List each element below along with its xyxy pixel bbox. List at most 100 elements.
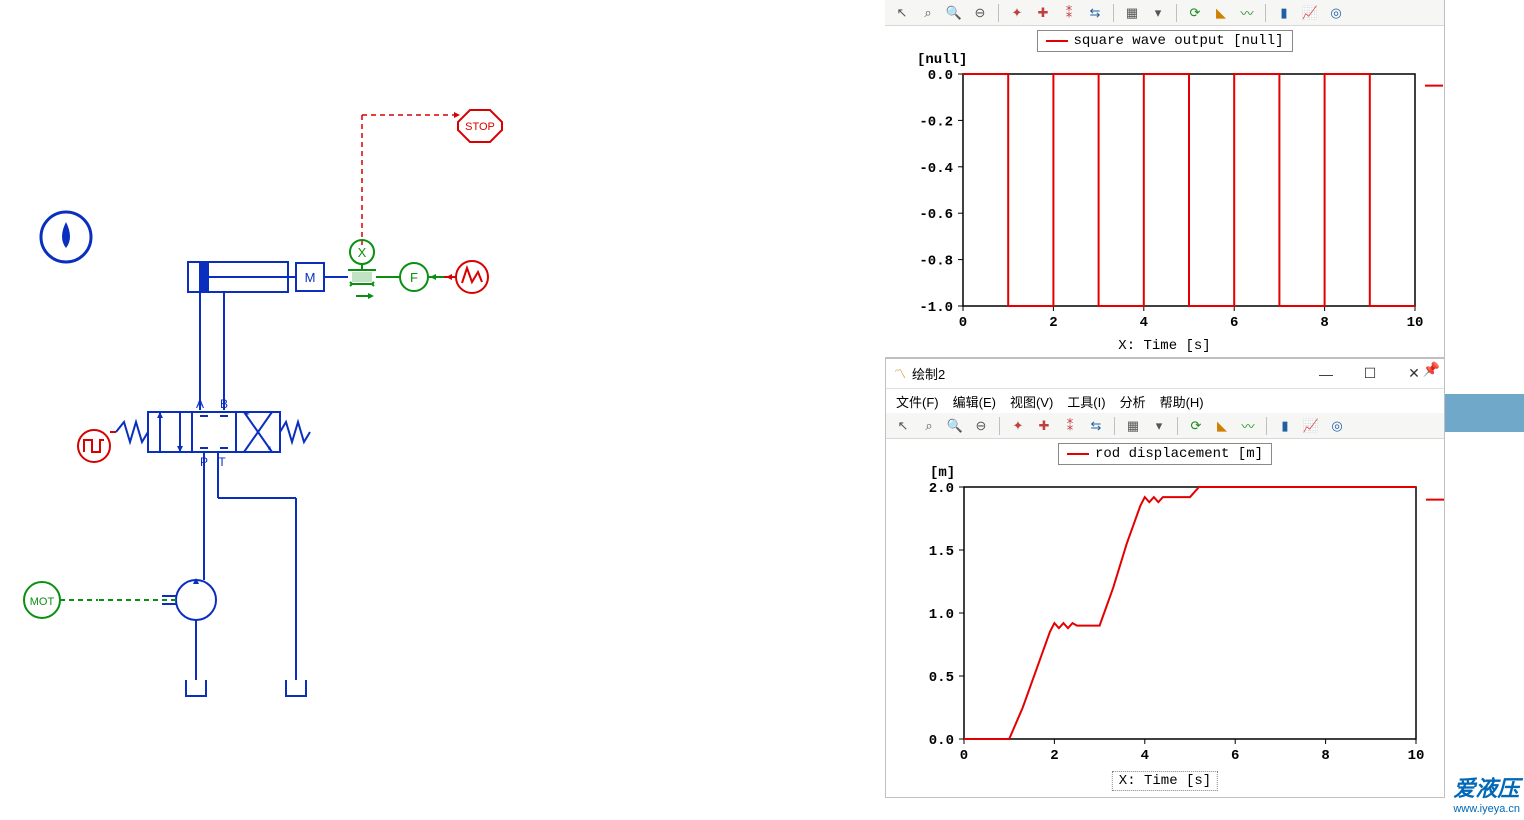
svg-text:0: 0: [959, 315, 967, 331]
window-title: 绘制2: [912, 364, 1304, 383]
chart-2-area[interactable]: rod displacement [m] [m] 2.01.51.00.50.0…: [886, 439, 1444, 797]
watermark-sub: www.iyeya.cn: [1453, 803, 1520, 815]
svg-text:2: 2: [1050, 748, 1058, 764]
marker-cross-icon[interactable]: ✚: [1032, 2, 1054, 24]
svg-text:8: 8: [1320, 315, 1328, 331]
zoom-in-icon[interactable]: 🔍: [943, 2, 965, 24]
menubar-2: 文件(F) 编辑(E) 视图(V) 工具(I) 分析 帮助(H) 📌: [886, 389, 1444, 413]
force-label: F: [410, 270, 418, 285]
position-sensor-icon[interactable]: X: [350, 240, 374, 270]
toolbar-1: ↖ ⌕ 🔍 ⊖ ✦ ✚ ⁑ ⇆ ▦ ▾ ⟳ ◣ 〰 ▮ 📈 ◎: [885, 0, 1444, 26]
schematic-canvas[interactable]: STOP M X F: [0, 0, 885, 817]
menu-tools[interactable]: 工具(I): [1067, 392, 1105, 411]
menu-analyze[interactable]: 分析: [1120, 392, 1146, 411]
bar-chart-icon[interactable]: ▮: [1274, 415, 1296, 437]
target-icon[interactable]: ◎: [1326, 415, 1348, 437]
table-icon[interactable]: ▦: [1122, 415, 1144, 437]
fluid-properties-icon[interactable]: [41, 212, 91, 262]
app-icon: 〽: [894, 365, 906, 382]
force-source-icon[interactable]: [444, 261, 488, 293]
refresh-icon[interactable]: ⟳: [1184, 2, 1206, 24]
refresh-icon[interactable]: ⟳: [1185, 415, 1207, 437]
menu-file[interactable]: 文件(F): [896, 392, 939, 411]
motor-label: MOT: [30, 596, 55, 608]
mass-label: M: [305, 270, 316, 285]
marker-multi-icon[interactable]: ⁑: [1059, 415, 1081, 437]
zoom-in-icon[interactable]: 🔍: [944, 415, 966, 437]
zoom-out-icon[interactable]: ⊖: [970, 415, 992, 437]
cursor-icon[interactable]: ↖: [892, 415, 914, 437]
table-icon[interactable]: ▦: [1121, 2, 1143, 24]
hydraulic-cylinder[interactable]: M: [188, 262, 348, 292]
legend-text: square wave output [null]: [1073, 33, 1283, 49]
svg-text:-0.6: -0.6: [919, 207, 953, 223]
stop-node[interactable]: STOP: [362, 110, 502, 245]
chart1-x-title: X: Time [s]: [1118, 338, 1210, 354]
pin-icon[interactable]: 📌: [1423, 361, 1440, 378]
svg-text:2.0: 2.0: [929, 481, 954, 497]
svg-text:2: 2: [1049, 315, 1057, 331]
stop-label: STOP: [465, 121, 495, 133]
menu-view[interactable]: 视图(V): [1010, 392, 1053, 411]
legend-text: rod displacement [m]: [1095, 446, 1263, 462]
svg-text:4: 4: [1140, 315, 1148, 331]
svg-text:0.0: 0.0: [928, 68, 953, 84]
plot-window-1: ↖ ⌕ 🔍 ⊖ ✦ ✚ ⁑ ⇆ ▦ ▾ ⟳ ◣ 〰 ▮ 📈 ◎ square w…: [885, 0, 1445, 358]
chart2-x-title: X: Time [s]: [1112, 771, 1218, 791]
target-icon[interactable]: ◎: [1325, 2, 1347, 24]
chart2-legend: rod displacement [m]: [1058, 443, 1272, 465]
svg-text:8: 8: [1321, 748, 1329, 764]
zoom-circle-icon[interactable]: ⌕: [917, 2, 939, 24]
wave-icon[interactable]: 〰: [1236, 2, 1258, 24]
svg-text:10: 10: [1408, 748, 1425, 764]
watermark-main: 爱液压: [1453, 776, 1519, 801]
mechanical-port[interactable]: [348, 270, 396, 299]
force-sensor-icon[interactable]: F: [396, 263, 444, 291]
legend-line-icon: [1067, 453, 1089, 455]
svg-text:1.0: 1.0: [929, 607, 954, 623]
grid-icon[interactable]: ▾: [1148, 415, 1170, 437]
svg-text:-0.2: -0.2: [919, 114, 953, 130]
menu-edit[interactable]: 编辑(E): [953, 392, 996, 411]
maximize-button[interactable]: ☐: [1348, 360, 1392, 388]
zoom-out-icon[interactable]: ⊖: [969, 2, 991, 24]
decor-strip: [1445, 394, 1524, 432]
svg-text:1.5: 1.5: [929, 544, 954, 560]
svg-text:10: 10: [1407, 315, 1424, 331]
marker-cross-icon[interactable]: ✚: [1033, 415, 1055, 437]
marker-multi-icon[interactable]: ⁑: [1058, 2, 1080, 24]
grid-icon[interactable]: ▾: [1147, 2, 1169, 24]
svg-text:0: 0: [960, 748, 968, 764]
svg-text:-1.0: -1.0: [919, 300, 953, 316]
watermark: 爱液压 www.iyeya.cn: [1453, 771, 1520, 815]
port-a: A: [196, 397, 204, 411]
toolbar-2: ↖ ⌕ 🔍 ⊖ ✦ ✚ ⁑ ⇆ ▦ ▾ ⟳ ◣ 〰 ▮ 📈 ◎: [886, 413, 1444, 439]
svg-text:6: 6: [1231, 748, 1239, 764]
trend-icon[interactable]: 📈: [1299, 2, 1321, 24]
legend-line-icon: [1045, 40, 1067, 42]
ruler-icon[interactable]: ◣: [1210, 2, 1232, 24]
svg-text:0.5: 0.5: [929, 670, 954, 686]
svg-text:-0.4: -0.4: [919, 161, 953, 177]
ruler-icon[interactable]: ◣: [1211, 415, 1233, 437]
menu-help[interactable]: 帮助(H): [1160, 392, 1204, 411]
chart-1-area[interactable]: square wave output [null] [null] 0.0-0.2…: [885, 26, 1444, 356]
svg-text:6: 6: [1230, 315, 1238, 331]
zoom-circle-icon[interactable]: ⌕: [918, 415, 940, 437]
sensor-x-label: X: [358, 245, 367, 260]
marker-arrows-icon[interactable]: ⇆: [1084, 2, 1106, 24]
titlebar-2: 〽 绘制2 — ☐ ✕: [886, 359, 1444, 389]
marker-arrows-icon[interactable]: ⇆: [1085, 415, 1107, 437]
plot-window-2: 〽 绘制2 — ☐ ✕ 文件(F) 编辑(E) 视图(V) 工具(I) 分析 帮…: [885, 358, 1445, 798]
trend-icon[interactable]: 📈: [1300, 415, 1322, 437]
chart1-legend: square wave output [null]: [1036, 30, 1292, 52]
cursor-icon[interactable]: ↖: [891, 2, 913, 24]
svg-text:0.0: 0.0: [929, 733, 954, 749]
svg-text:-0.8: -0.8: [919, 254, 953, 270]
marker-single-icon[interactable]: ✦: [1006, 2, 1028, 24]
marker-single-icon[interactable]: ✦: [1007, 415, 1029, 437]
directional-valve[interactable]: A B P T: [78, 397, 310, 469]
minimize-button[interactable]: —: [1304, 360, 1348, 388]
wave-icon[interactable]: 〰: [1237, 415, 1259, 437]
bar-chart-icon[interactable]: ▮: [1273, 2, 1295, 24]
